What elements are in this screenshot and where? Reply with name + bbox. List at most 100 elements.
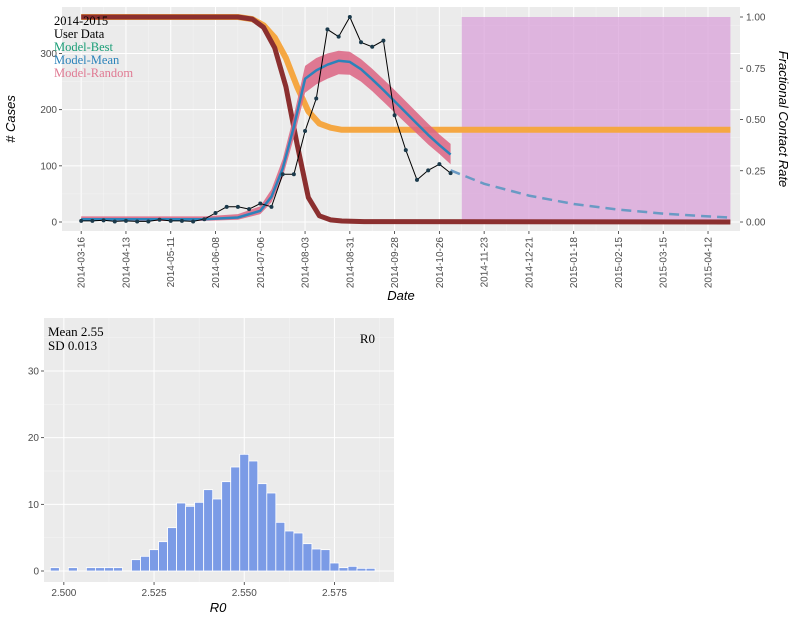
x-tick-label: 2.500 [51, 588, 76, 599]
histogram-bar [167, 527, 178, 572]
bottom-tick-labels: 2.500 2.525 2.550 2.575 0 10 20 30 [28, 367, 348, 600]
legend-entry: Model-Random [54, 66, 133, 80]
user-data-point [79, 218, 84, 223]
histogram-bar [302, 543, 313, 572]
user-data-point [336, 34, 341, 39]
user-data-point [370, 44, 375, 49]
user-data-point [213, 211, 218, 216]
top-y2-axis-title: Fractional Contact Rate [776, 51, 791, 188]
user-data-points [79, 15, 453, 224]
user-data-line [81, 15, 451, 222]
user-data-point [224, 204, 229, 209]
y-tick-label: 0 [33, 567, 39, 578]
histogram-bar [248, 460, 259, 572]
histogram-bar [85, 567, 96, 572]
projection-dashed-line [450, 169, 731, 219]
user-data-point [325, 27, 330, 32]
histogram-bar [212, 498, 223, 572]
x-tick-label: 2014-08-03 [301, 237, 312, 289]
histogram-bar [320, 549, 331, 572]
histogram-bar [356, 567, 367, 572]
histogram-bar [365, 567, 376, 572]
histogram-bar [239, 453, 250, 572]
user-data-point [269, 204, 274, 209]
user-data-point [123, 218, 128, 223]
histogram-bar [176, 502, 187, 572]
user-data-point [448, 171, 453, 176]
bottom-gridlines [44, 318, 394, 582]
user-data-point [168, 218, 173, 223]
x-tick-label: 2014-03-16 [77, 237, 88, 289]
y-tick-label: 30 [28, 367, 40, 378]
user-data-point [247, 207, 252, 212]
histogram-bar [203, 489, 214, 572]
top-x-axis-title: Date [387, 288, 414, 303]
user-data-point [347, 15, 352, 19]
r0-panel-label: R0 [360, 331, 375, 346]
user-data-point [280, 172, 285, 177]
user-data-point [135, 219, 140, 224]
x-tick-label: 2014-10-26 [435, 237, 446, 289]
histogram-bar [266, 492, 277, 572]
legend-entry: Model-Best [54, 40, 114, 54]
user-data-point [314, 96, 319, 101]
top-tick-labels: 2014-03-16 2014-04-13 2014-05-11 2014-06-08… [40, 13, 766, 289]
histogram-bar [221, 481, 232, 572]
y2-tick-label: 1.00 [746, 13, 766, 24]
legend-entry: User Data [54, 27, 105, 41]
user-data-point [157, 217, 162, 222]
x-tick-label: 2015-03-15 [659, 237, 670, 289]
histogram-bar [185, 505, 196, 572]
user-data-point [403, 148, 408, 153]
bottom-x-axis-title: R0 [210, 600, 227, 615]
y2-tick-label: 0.75 [746, 64, 766, 75]
y2-tick-label: 0.00 [746, 218, 766, 229]
x-tick-label: 2015-02-15 [614, 237, 625, 289]
histogram-bar [311, 548, 322, 572]
x-tick-label: 2014-09-28 [390, 237, 401, 289]
user-data-point [258, 201, 263, 206]
histogram-bar [275, 521, 286, 572]
y2-tick-label: 0.25 [746, 166, 766, 177]
user-data-point [414, 177, 419, 182]
x-tick-label: 2014-11-23 [480, 237, 491, 288]
y-tick-label: 300 [40, 49, 57, 60]
histogram-bar [149, 549, 159, 572]
model-mean-line [81, 59, 452, 221]
top-y-axis-title: # Cases [3, 95, 18, 143]
user-data-point [112, 219, 117, 224]
user-data-point [191, 219, 196, 224]
histogram-bar [194, 501, 205, 572]
user-data-point [202, 217, 207, 222]
x-tick-label: 2014-04-13 [121, 237, 132, 289]
user-data-point [303, 129, 308, 134]
r0-sd-annotation: SD 0.013 [48, 338, 97, 353]
shaded-rect [461, 17, 731, 222]
x-tick-label: 2014-07-06 [256, 237, 267, 289]
x-tick-label: 2014-08-31 [345, 237, 356, 289]
r0-mean-annotation: Mean 2.55 [48, 324, 104, 339]
histogram-bars [49, 453, 376, 572]
x-tick-label: 2014-12-21 [524, 237, 535, 289]
y-tick-label: 10 [28, 500, 40, 511]
histogram-bar [140, 555, 150, 572]
y-tick-label: 20 [28, 433, 40, 444]
contact-rate-darkred-line [81, 14, 731, 225]
user-data-point [381, 38, 386, 43]
x-tick-label: 2014-06-08 [211, 237, 222, 289]
histogram-bar [293, 532, 304, 572]
histogram-bar [131, 559, 141, 572]
histogram-bar [95, 567, 105, 572]
histogram-bar [329, 562, 340, 572]
user-data-point [90, 218, 95, 223]
histogram-bar [49, 567, 60, 572]
histogram-bar [347, 565, 358, 572]
histogram-bar [158, 541, 168, 572]
x-tick-label: 2015-01-18 [569, 237, 580, 289]
user-data-point [359, 40, 364, 45]
x-tick-label: 2015-04-12 [704, 237, 715, 289]
user-data-point [392, 113, 397, 118]
projection-shaded-region [461, 17, 731, 222]
user-data-point [146, 219, 151, 224]
